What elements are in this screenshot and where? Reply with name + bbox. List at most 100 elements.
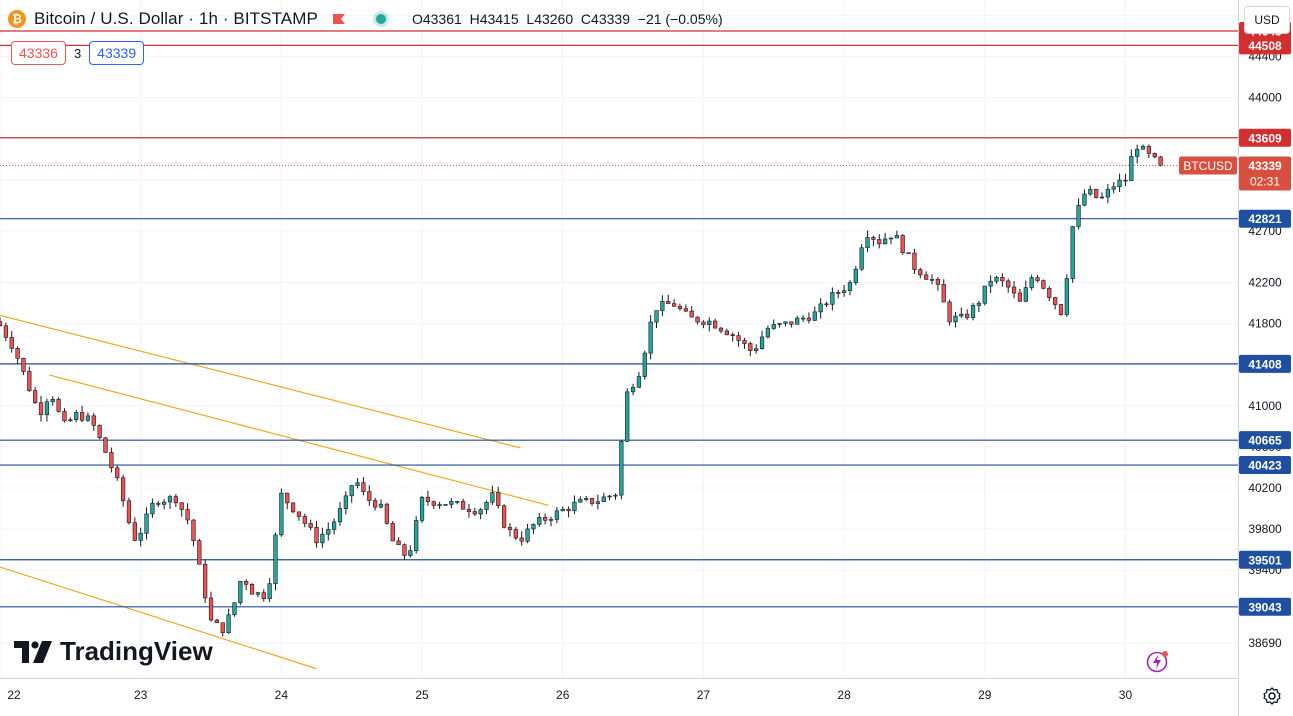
candle bbox=[537, 512, 542, 527]
candle-body bbox=[396, 540, 401, 545]
candle-body bbox=[220, 622, 225, 634]
candle bbox=[478, 507, 483, 520]
support-level-label: 41408 bbox=[1248, 357, 1282, 371]
candle-body bbox=[1041, 280, 1046, 289]
candle-body bbox=[1023, 287, 1028, 302]
candle bbox=[1047, 286, 1052, 302]
candle bbox=[320, 527, 325, 548]
lightning-icon[interactable] bbox=[1146, 649, 1170, 673]
candle-body bbox=[625, 391, 630, 442]
candle-body bbox=[197, 540, 202, 565]
candle-body bbox=[337, 508, 343, 523]
candle-body bbox=[390, 523, 395, 542]
candle-body bbox=[1052, 297, 1058, 305]
x-tick-label: 22 bbox=[7, 688, 21, 702]
candle-body bbox=[156, 502, 161, 505]
candle-body bbox=[21, 358, 26, 372]
candle-body bbox=[115, 467, 120, 479]
close-value: 43339 bbox=[591, 11, 630, 27]
settings-gear-icon[interactable] bbox=[1262, 686, 1282, 706]
candle bbox=[812, 306, 817, 321]
candle bbox=[613, 493, 618, 500]
candle-body bbox=[666, 301, 671, 304]
candle-body bbox=[578, 499, 583, 503]
candle bbox=[959, 307, 964, 318]
candle-body bbox=[1094, 189, 1099, 198]
candle-body bbox=[1017, 292, 1023, 302]
candle bbox=[472, 507, 477, 517]
candle-body bbox=[859, 247, 864, 270]
candle bbox=[396, 537, 401, 545]
low-value: 43260 bbox=[534, 11, 574, 27]
candle-body bbox=[783, 321, 788, 324]
candle-body bbox=[519, 537, 524, 542]
candle bbox=[918, 267, 923, 279]
flag-icon[interactable] bbox=[332, 13, 346, 25]
buy-button[interactable]: 43339 bbox=[89, 41, 145, 65]
candle-body bbox=[208, 597, 214, 621]
candle bbox=[859, 244, 864, 271]
candle-body bbox=[185, 509, 190, 521]
candle-body bbox=[1135, 148, 1140, 157]
candle bbox=[367, 485, 372, 506]
candle bbox=[466, 503, 472, 518]
candle bbox=[924, 271, 929, 280]
support-level-label: 39043 bbox=[1248, 600, 1282, 614]
candle-body bbox=[402, 544, 407, 556]
candle bbox=[120, 474, 126, 507]
candle bbox=[783, 321, 788, 327]
candle bbox=[648, 315, 653, 360]
candle bbox=[1064, 274, 1069, 317]
candle bbox=[1152, 152, 1157, 159]
candle bbox=[425, 490, 431, 506]
candle bbox=[900, 234, 905, 255]
low-label: L bbox=[526, 11, 535, 27]
candle-body bbox=[62, 411, 67, 422]
candle-body bbox=[795, 317, 800, 325]
candle-body bbox=[50, 398, 55, 403]
chart-header: ₿ Bitcoin / U.S. Dollar · 1h · BITSTAMP … bbox=[8, 8, 723, 30]
candle bbox=[419, 495, 425, 523]
symbol-title[interactable]: Bitcoin / U.S. Dollar · 1h · BITSTAMP bbox=[34, 9, 318, 28]
candle bbox=[343, 491, 348, 515]
resistance-level-label: 43609 bbox=[1248, 131, 1282, 145]
candle-body bbox=[777, 323, 782, 325]
candle-body bbox=[537, 517, 542, 525]
candle bbox=[554, 507, 559, 524]
candle bbox=[630, 383, 636, 396]
currency-selector[interactable]: USD bbox=[1244, 6, 1290, 34]
candle bbox=[566, 506, 571, 518]
candle bbox=[707, 317, 712, 332]
candlestick-series bbox=[0, 144, 1163, 637]
candle bbox=[79, 405, 85, 422]
candle bbox=[965, 309, 970, 320]
candle-body bbox=[355, 482, 360, 486]
candle bbox=[290, 502, 296, 514]
candle-body bbox=[818, 303, 823, 313]
candle-body bbox=[1099, 196, 1105, 199]
candle bbox=[9, 331, 14, 353]
candle bbox=[56, 397, 61, 413]
candle-body bbox=[132, 522, 137, 541]
candle-body bbox=[871, 237, 876, 240]
candle-body bbox=[126, 500, 132, 523]
candle-body bbox=[800, 317, 806, 320]
candle bbox=[132, 517, 137, 542]
candle bbox=[197, 538, 202, 565]
candle bbox=[496, 486, 501, 509]
candle bbox=[50, 396, 55, 406]
candle bbox=[771, 319, 776, 330]
sell-button[interactable]: 43336 bbox=[11, 41, 66, 65]
candle-body bbox=[771, 324, 776, 329]
candle-body bbox=[343, 495, 348, 509]
candle bbox=[1000, 273, 1005, 287]
candle bbox=[33, 387, 38, 404]
candle-body bbox=[56, 398, 61, 412]
candle bbox=[994, 275, 999, 284]
candle bbox=[203, 559, 208, 603]
candle-body bbox=[765, 328, 771, 338]
candle-body bbox=[543, 517, 548, 521]
candle bbox=[929, 274, 935, 285]
